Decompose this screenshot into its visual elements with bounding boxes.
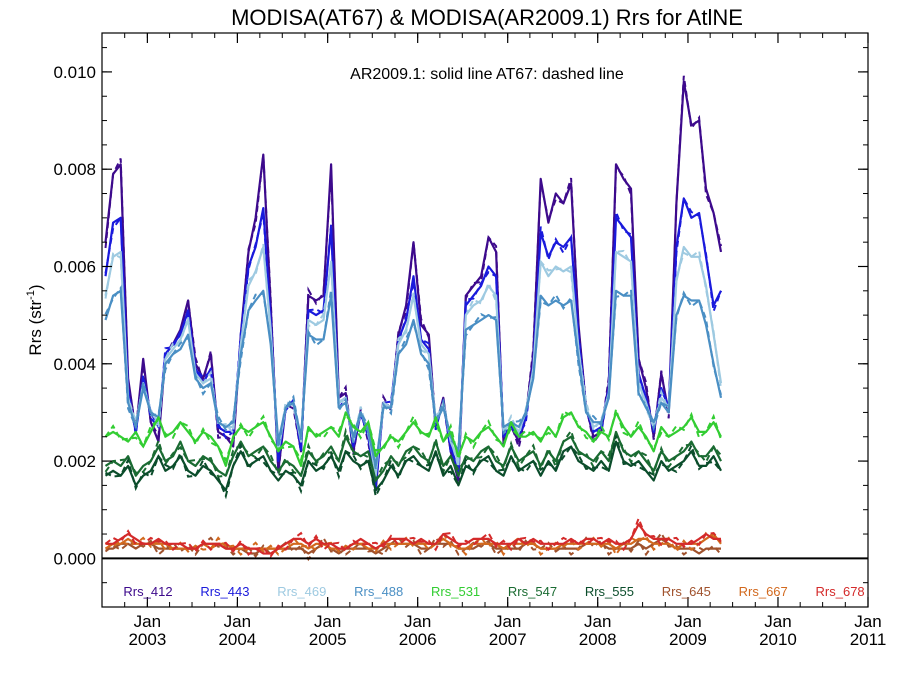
x-tick-year-label: 2003 (128, 630, 166, 649)
legend-entry: Rrs_469 (277, 584, 326, 599)
series-layer (104, 75, 723, 562)
x-tick-month-label: Jan (764, 612, 791, 631)
y-axis-label: Rrs (str-1) (25, 284, 45, 355)
legend-entry: Rrs_443 (200, 584, 249, 599)
plot-frame (101, 32, 869, 608)
legend-entry: Rrs_555 (585, 584, 634, 599)
y-tick-label: 0.008 (53, 160, 96, 179)
y-tick-label: 0.006 (53, 257, 96, 276)
x-tick-month-label: Jan (674, 612, 701, 631)
legend-entry: Rrs_531 (431, 584, 480, 599)
plot-area (101, 32, 869, 608)
x-tick-month-label: Jan (134, 612, 161, 631)
x-tick-month-label: Jan (224, 612, 251, 631)
y-tick-label: 0.002 (53, 452, 96, 471)
legend-entry: Rrs_667 (739, 584, 788, 599)
series-line-rrs-488 (104, 289, 723, 467)
x-tick-month-label: Jan (494, 612, 521, 631)
x-tick-month-label: Jan (584, 612, 611, 631)
x-tick-year-label: 2007 (489, 630, 527, 649)
y-axis-label-main: Rrs (str (26, 300, 45, 356)
x-tick-month-label: Jan (314, 612, 341, 631)
series-line-rrs-547 (104, 430, 722, 482)
x-tick-year-label: 2010 (759, 630, 797, 649)
legend: Rrs_412 Rrs_443 Rrs_469 Rrs_488 Rrs_531 Rrs_5… (123, 584, 864, 599)
series-dashed-rrs-678 (104, 515, 722, 559)
series-dashed-rrs-443 (104, 195, 722, 492)
x-tick-year-label: 2009 (669, 630, 707, 649)
series-dashed-rrs-531 (104, 405, 722, 464)
x-tick-year-label: 2005 (309, 630, 347, 649)
x-axis: Jan2003Jan2004Jan2005Jan2006Jan2007Jan20… (101, 33, 887, 649)
y-tick-label: 0.000 (53, 549, 96, 568)
x-tick-year-label: 2011 (850, 630, 887, 649)
x-tick-year-label: 2004 (218, 630, 256, 649)
y-axis-label-sup: -1 (25, 290, 37, 300)
legend-entry: Rrs_645 (662, 584, 711, 599)
x-tick-year-label: 2006 (399, 630, 437, 649)
series-dashed-rrs-469 (104, 243, 722, 473)
legend-entry: Rrs_547 (508, 584, 557, 599)
x-tick-month-label: Jan (854, 612, 881, 631)
series-dashed-rrs-488 (104, 285, 722, 470)
y-tick-label: 0.004 (53, 355, 96, 374)
legend-entry: Rrs_678 (816, 584, 865, 599)
x-tick-year-label: 2008 (579, 630, 617, 649)
legend-entry: Rrs_488 (354, 584, 403, 599)
y-tick-label: 0.010 (53, 63, 96, 82)
series-dashed-rrs-555 (105, 435, 722, 500)
x-tick-month-label: Jan (404, 612, 431, 631)
series-line-rrs-555 (104, 440, 722, 492)
chart-title: MODISA(AT67) & MODISA(AR2009.1) Rrs for … (231, 5, 743, 30)
legend-entry: Rrs_412 (123, 584, 172, 599)
series-dashed-rrs-667 (105, 531, 722, 557)
line-style-annotation: AR2009.1: solid line AT67: dashed line (350, 66, 624, 83)
y-axis-label-close: ) (26, 284, 45, 290)
y-axis: 0.000 0.002 0.004 0.006 0.008 0.010 (53, 47, 868, 608)
